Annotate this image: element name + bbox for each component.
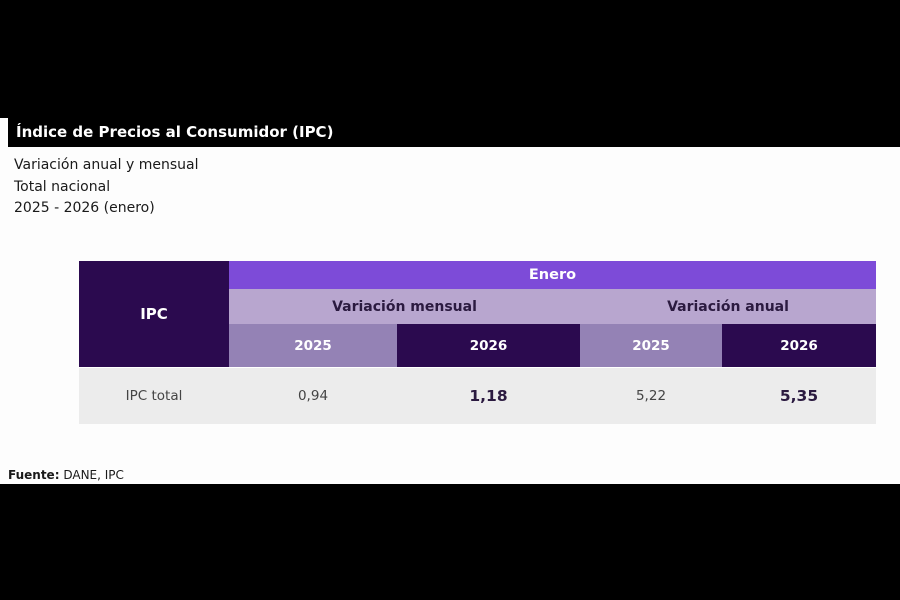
cell-annual-2026: 5,35 <box>722 367 876 424</box>
title-bar: Índice de Precios al Consumidor (IPC) <box>6 118 900 147</box>
source-note: Fuente: DANE, IPC <box>8 468 124 482</box>
ipc-corner-header: IPC <box>79 261 229 368</box>
table-header-row-groups: Variación mensual Variación anual <box>79 289 876 324</box>
table-header-row-years: 2025 2026 2025 2026 <box>79 324 876 368</box>
subtitle-line-3: 2025 - 2026 (enero) <box>14 200 155 216</box>
infographic-panel: Índice de Precios al Consumidor (IPC) Va… <box>0 118 900 484</box>
source-label: Fuente: <box>8 468 60 482</box>
page-title: Índice de Precios al Consumidor (IPC) <box>16 123 334 141</box>
table-header-row-period: IPC Enero <box>79 261 876 368</box>
year-header-annual-2025: 2025 <box>580 324 722 368</box>
subtitle-line-2: Total nacional <box>14 178 111 195</box>
table-row: IPC total 0,94 1,18 5,22 5,35 <box>79 367 876 424</box>
year-header-monthly-2026: 2026 <box>397 324 580 368</box>
top-black-band <box>0 0 900 118</box>
cell-monthly-2026: 1,18 <box>397 367 580 424</box>
cell-monthly-2025: 0,94 <box>229 367 397 424</box>
year-header-monthly-2025: 2025 <box>229 324 397 368</box>
source-text: DANE, IPC <box>63 468 124 482</box>
period-header-enero: Enero <box>229 261 876 289</box>
subtitle-line-1: Variación anual y mensual <box>14 157 199 173</box>
subtitle-block: Variación anual y mensual Total nacional… <box>14 155 199 220</box>
year-header-annual-2026: 2026 <box>722 324 876 368</box>
ipc-table: IPC Enero Variación mensual Variación an… <box>79 261 876 424</box>
bottom-black-band <box>0 484 900 600</box>
group-header-annual: Variación anual <box>580 289 876 324</box>
group-header-monthly: Variación mensual <box>229 289 580 324</box>
cell-annual-2025: 5,22 <box>580 367 722 424</box>
row-label: IPC total <box>79 367 229 424</box>
